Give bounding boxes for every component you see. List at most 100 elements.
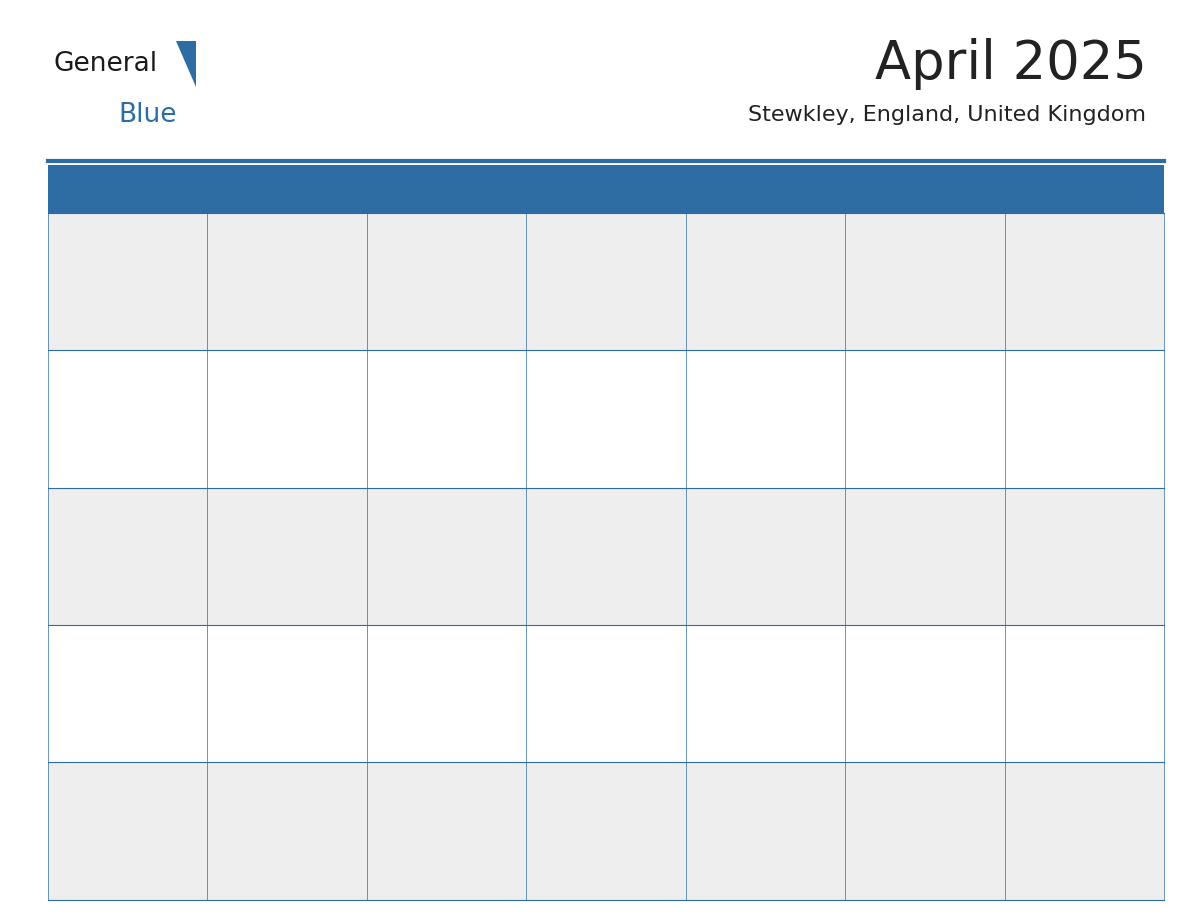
Text: Sunrise: 6:06 AM: Sunrise: 6:06 AM [374, 519, 467, 529]
Text: 11: 11 [852, 356, 872, 371]
Text: Daylight: 13 hours and: Daylight: 13 hours and [533, 276, 658, 286]
Text: 13: 13 [55, 493, 74, 509]
Text: Sunset: 8:14 PM: Sunset: 8:14 PM [693, 672, 782, 682]
Text: 3: 3 [693, 218, 702, 233]
Text: Sunrise: 6:31 AM: Sunrise: 6:31 AM [852, 244, 944, 254]
Text: Sunrise: 6:19 AM: Sunrise: 6:19 AM [533, 382, 626, 391]
Text: Sunset: 8:16 PM: Sunset: 8:16 PM [852, 672, 941, 682]
Text: Sunrise: 6:00 AM: Sunrise: 6:00 AM [852, 519, 946, 529]
Text: 23: 23 [533, 631, 552, 645]
Text: Daylight: 13 hours and: Daylight: 13 hours and [693, 276, 817, 286]
Text: 34 minutes.: 34 minutes. [1012, 704, 1076, 714]
Text: Daylight: 13 hours and: Daylight: 13 hours and [374, 414, 498, 423]
Text: Sunrise: 5:53 AM: Sunrise: 5:53 AM [214, 656, 307, 666]
Text: 4: 4 [852, 218, 862, 233]
Text: Sunset: 7:59 PM: Sunset: 7:59 PM [374, 535, 462, 545]
Text: Sunset: 7:35 PM: Sunset: 7:35 PM [374, 261, 462, 270]
Text: Sunrise: 5:51 AM: Sunrise: 5:51 AM [374, 656, 466, 666]
Text: 33 minutes.: 33 minutes. [693, 430, 758, 440]
Text: General: General [53, 51, 158, 77]
Text: 1: 1 [374, 218, 384, 233]
Text: Sunrise: 5:58 AM: Sunrise: 5:58 AM [1012, 519, 1105, 529]
Text: 20: 20 [55, 631, 74, 645]
Text: 45 minutes.: 45 minutes. [374, 842, 438, 852]
Text: Sunset: 7:42 PM: Sunset: 7:42 PM [1012, 261, 1100, 270]
Text: 52 minutes.: 52 minutes. [374, 567, 438, 577]
Text: Sunset: 7:47 PM: Sunset: 7:47 PM [374, 397, 462, 408]
Text: 27: 27 [55, 767, 74, 783]
Text: Sunset: 8:09 PM: Sunset: 8:09 PM [214, 672, 303, 682]
Text: Sunset: 8:25 PM: Sunset: 8:25 PM [533, 810, 621, 820]
Text: 17 minutes.: 17 minutes. [55, 430, 119, 440]
Text: 23 minutes.: 23 minutes. [533, 704, 598, 714]
Text: 6: 6 [55, 356, 64, 371]
Text: Sunset: 8:04 PM: Sunset: 8:04 PM [852, 535, 941, 545]
Text: 14: 14 [214, 493, 233, 509]
Text: Sunrise: 6:04 AM: Sunrise: 6:04 AM [533, 519, 626, 529]
Text: 7: 7 [214, 356, 223, 371]
Text: 30: 30 [533, 767, 552, 783]
Text: Sunset: 7:40 PM: Sunset: 7:40 PM [852, 261, 941, 270]
Text: 19 minutes.: 19 minutes. [374, 704, 438, 714]
Text: 15: 15 [374, 493, 393, 509]
Text: Daylight: 13 hours and: Daylight: 13 hours and [55, 414, 179, 423]
Text: 13 minutes.: 13 minutes. [1012, 293, 1076, 302]
Text: Sunrise: 6:38 AM: Sunrise: 6:38 AM [374, 244, 466, 254]
Text: Sunrise: 6:17 AM: Sunrise: 6:17 AM [693, 382, 785, 391]
Text: Daylight: 13 hours and: Daylight: 13 hours and [214, 551, 339, 561]
Text: Sunrise: 5:39 AM: Sunrise: 5:39 AM [214, 793, 307, 803]
Text: Daylight: 14 hours and: Daylight: 14 hours and [852, 551, 977, 561]
Text: Daylight: 13 hours and: Daylight: 13 hours and [1012, 276, 1137, 286]
Text: Sunset: 8:13 PM: Sunset: 8:13 PM [533, 672, 621, 682]
Text: 56 minutes.: 56 minutes. [533, 567, 598, 577]
Text: Sunrise: 5:35 AM: Sunrise: 5:35 AM [533, 793, 626, 803]
Text: 45 minutes.: 45 minutes. [55, 567, 119, 577]
Text: 38 minutes.: 38 minutes. [55, 842, 119, 852]
Text: Sunset: 8:08 PM: Sunset: 8:08 PM [55, 672, 143, 682]
Text: Daylight: 13 hours and: Daylight: 13 hours and [852, 414, 977, 423]
Text: Sunset: 8:21 PM: Sunset: 8:21 PM [214, 810, 303, 820]
Text: Daylight: 13 hours and: Daylight: 13 hours and [214, 414, 339, 423]
Text: 25 minutes.: 25 minutes. [374, 430, 438, 440]
Text: 31 minutes.: 31 minutes. [852, 704, 917, 714]
Text: April 2025: April 2025 [874, 39, 1146, 90]
Text: 29: 29 [374, 767, 393, 783]
Text: 9: 9 [533, 356, 543, 371]
Text: 5: 5 [1012, 218, 1022, 233]
Text: Daylight: 14 hours and: Daylight: 14 hours and [214, 688, 339, 699]
Text: 25: 25 [852, 631, 872, 645]
Text: 9 minutes.: 9 minutes. [852, 293, 910, 302]
Text: 8: 8 [374, 356, 384, 371]
Text: Sunday: Sunday [99, 182, 156, 196]
Text: 27 minutes.: 27 minutes. [693, 704, 758, 714]
Text: Sunset: 8:23 PM: Sunset: 8:23 PM [374, 810, 462, 820]
Text: Daylight: 14 hours and: Daylight: 14 hours and [852, 688, 977, 699]
Text: Sunset: 8:20 PM: Sunset: 8:20 PM [55, 810, 143, 820]
Text: Sunrise: 6:33 AM: Sunrise: 6:33 AM [693, 244, 785, 254]
Text: Sunrise: 6:15 AM: Sunrise: 6:15 AM [852, 382, 944, 391]
Text: Daylight: 13 hours and: Daylight: 13 hours and [533, 414, 658, 423]
Text: 22: 22 [374, 631, 393, 645]
Text: 12: 12 [1012, 356, 1031, 371]
Text: Sunset: 7:49 PM: Sunset: 7:49 PM [533, 397, 621, 408]
Text: Daylight: 14 hours and: Daylight: 14 hours and [533, 825, 658, 835]
Text: Sunrise: 6:22 AM: Sunrise: 6:22 AM [374, 382, 466, 391]
Text: Tuesday: Tuesday [416, 182, 478, 196]
Polygon shape [176, 41, 196, 87]
Text: 17: 17 [693, 493, 712, 509]
Text: Sunset: 7:54 PM: Sunset: 7:54 PM [1012, 397, 1100, 408]
Text: Daylight: 14 hours and: Daylight: 14 hours and [374, 688, 498, 699]
Text: 57 minutes.: 57 minutes. [374, 293, 438, 302]
Text: Daylight: 14 hours and: Daylight: 14 hours and [55, 688, 179, 699]
Text: 21 minutes.: 21 minutes. [214, 430, 279, 440]
Text: Sunrise: 6:08 AM: Sunrise: 6:08 AM [214, 519, 307, 529]
Text: Sunset: 7:46 PM: Sunset: 7:46 PM [214, 397, 303, 408]
Text: Daylight: 13 hours and: Daylight: 13 hours and [1012, 414, 1137, 423]
Text: 5 minutes.: 5 minutes. [693, 293, 751, 302]
Text: 24: 24 [693, 631, 712, 645]
Text: 16 minutes.: 16 minutes. [214, 704, 279, 714]
Text: Sunset: 7:51 PM: Sunset: 7:51 PM [693, 397, 782, 408]
Text: Daylight: 14 hours and: Daylight: 14 hours and [1012, 688, 1137, 699]
Text: Sunset: 8:06 PM: Sunset: 8:06 PM [1012, 535, 1100, 545]
Text: Daylight: 13 hours and: Daylight: 13 hours and [533, 551, 658, 561]
